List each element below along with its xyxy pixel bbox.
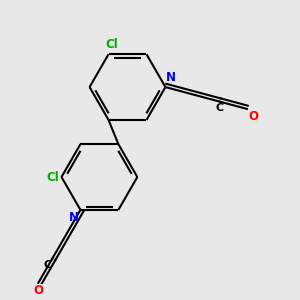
Text: N: N <box>166 71 176 84</box>
Text: Cl: Cl <box>46 170 59 184</box>
Text: C: C <box>216 103 224 113</box>
Text: O: O <box>33 284 43 297</box>
Text: Cl: Cl <box>105 38 118 51</box>
Text: C: C <box>44 260 52 270</box>
Text: O: O <box>248 110 258 123</box>
Text: N: N <box>69 211 79 224</box>
